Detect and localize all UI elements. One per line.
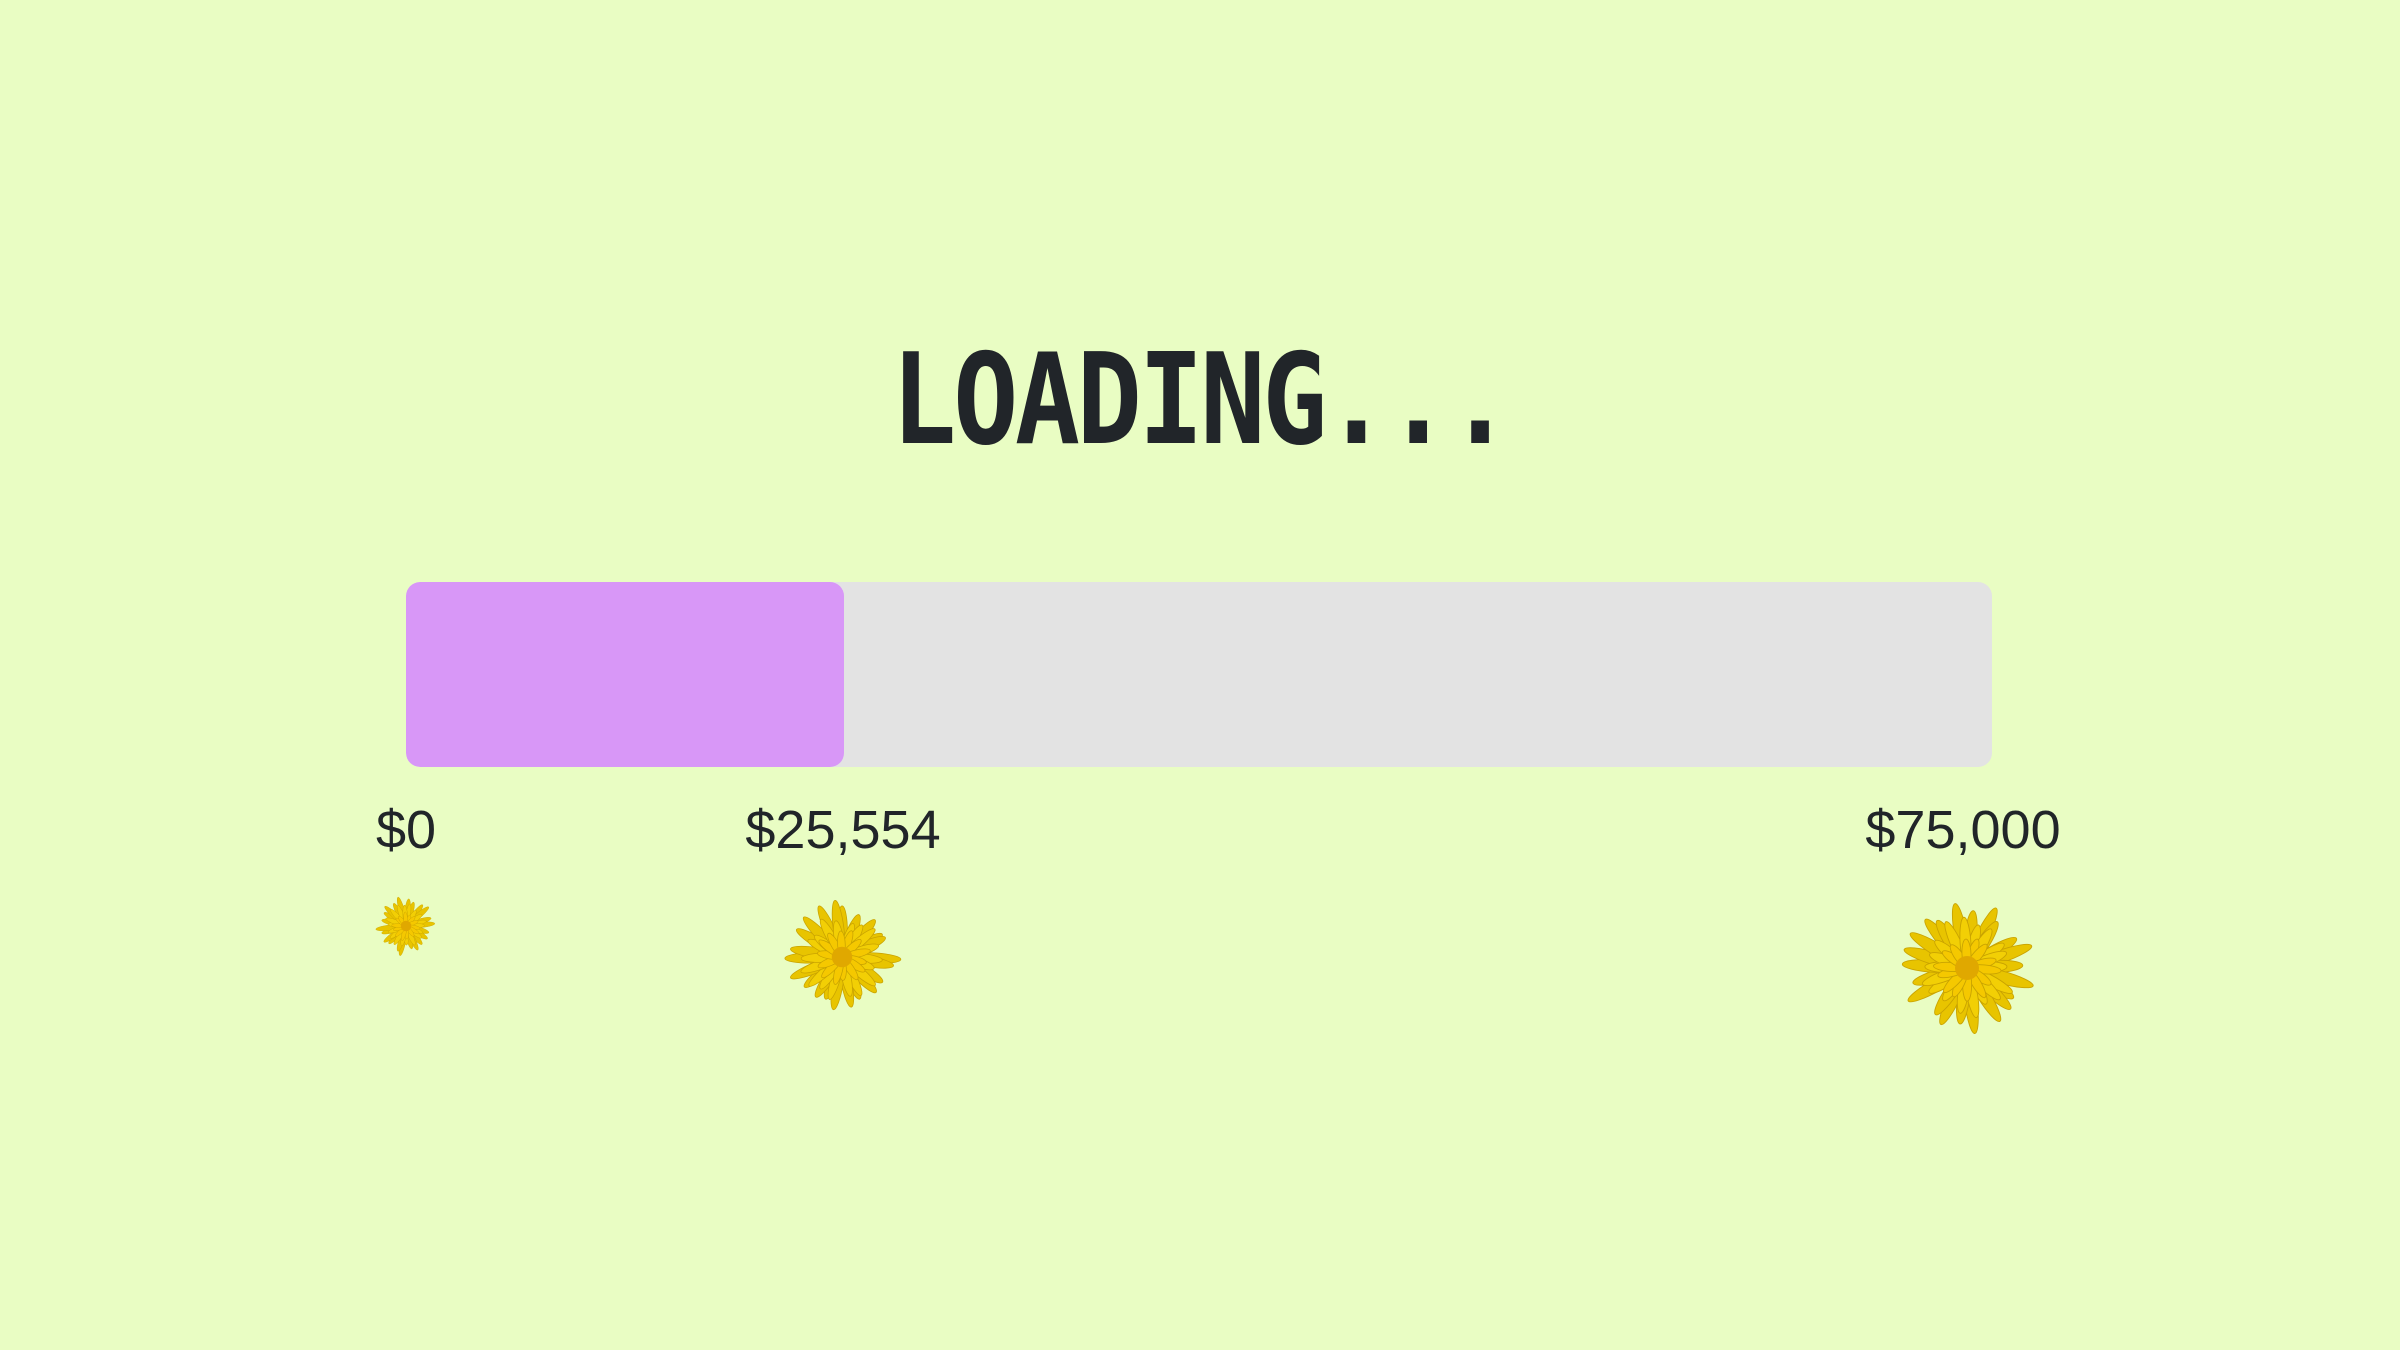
dandelion-icon xyxy=(375,896,436,956)
progress-fill xyxy=(406,582,844,767)
loading-title: LOADING... xyxy=(0,330,2400,470)
progress-bar xyxy=(406,582,1992,767)
loading-title-text: LOADING... xyxy=(891,326,1512,473)
min-label: $0 xyxy=(375,800,437,860)
dandelion-icon xyxy=(784,900,902,1011)
dandelion-icon xyxy=(1901,903,2034,1034)
max-label: $75,000 xyxy=(1865,800,2061,860)
current-label: $25,554 xyxy=(745,800,941,860)
